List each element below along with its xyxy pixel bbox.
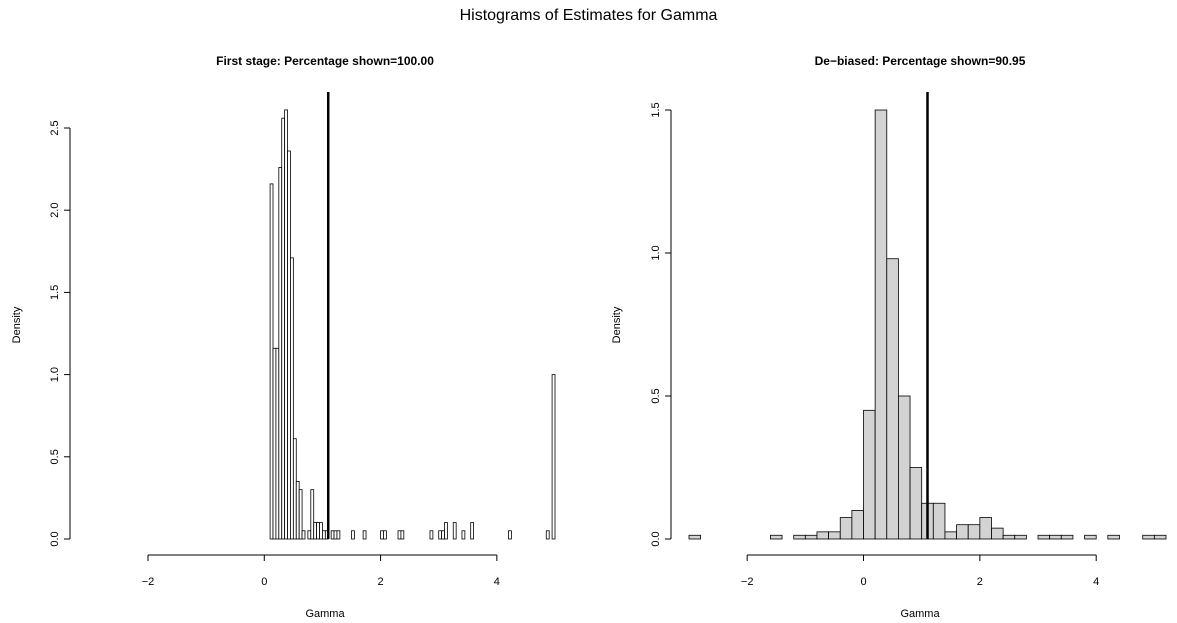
histogram-bar (804, 534, 818, 540)
histogram-bar (316, 522, 320, 540)
histogram-bar (1002, 534, 1016, 540)
histogram-bar (1049, 534, 1062, 540)
y-axis-label: Density (11, 306, 23, 343)
histogram-bar (1107, 534, 1120, 540)
histogram-bar (362, 530, 367, 540)
histogram-bar (397, 530, 402, 540)
histogram-bar (330, 530, 335, 540)
histogram-bar (444, 522, 448, 540)
histogram-bar (322, 530, 326, 540)
histogram-bar (287, 150, 291, 540)
histogram-bar (295, 481, 300, 540)
histogram-bar (1037, 534, 1051, 540)
histogram-bar (278, 167, 283, 540)
histogram-bar (863, 409, 876, 540)
histogram-bar (688, 534, 702, 540)
histogram-bar (313, 522, 318, 540)
histogram-bar (545, 530, 550, 540)
x-tick-label: 4 (1093, 576, 1099, 588)
histogram-bar (383, 530, 387, 540)
histogram-bar (508, 530, 512, 540)
x-axis-label: Gamma (305, 608, 345, 620)
y-tick-label: 0.0 (650, 531, 662, 546)
x-tick-label: 0 (860, 576, 866, 588)
histogram-bar (886, 258, 899, 540)
histogram-bar (909, 467, 923, 540)
y-tick-label: 2.5 (49, 120, 61, 135)
histogram-de-biased: De−biased: Percentage shown=90.95 Gamma … (611, 54, 1167, 620)
y-tick-label: 0.0 (49, 531, 61, 546)
histogram-bar (400, 530, 405, 540)
histogram-bar (816, 531, 830, 540)
histogram-bar (956, 524, 969, 540)
histogram-bar (828, 531, 841, 540)
histogram-bar (1060, 534, 1074, 540)
histogram-bar (429, 530, 434, 540)
histogram-bar (272, 347, 277, 540)
histogram-bar (298, 489, 303, 540)
y-tick-label: 1.5 (650, 102, 662, 117)
x-tick-label: 2 (378, 576, 384, 588)
panel-title: First stage: Percentage shown=100.00 (216, 54, 434, 68)
histogram-bar (932, 502, 946, 540)
histogram-bar (1014, 534, 1027, 540)
histogram-bar (307, 530, 312, 540)
y-tick-label: 0.5 (49, 449, 61, 464)
histogram-bar (301, 530, 306, 540)
histogram-bar (1153, 534, 1167, 540)
x-tick-label: 0 (261, 576, 267, 588)
histogram-first-stage: First stage: Percentage shown=100.00 Gam… (11, 54, 556, 620)
histogram-bar (292, 438, 297, 540)
histogram-bar (1084, 534, 1097, 540)
histogram-bar (470, 522, 475, 540)
histogram-bar (874, 109, 888, 540)
histogram-bar (991, 527, 1004, 540)
histogram-bar (275, 347, 280, 540)
y-axis-label: Density (611, 306, 623, 343)
histogram-bar (441, 530, 445, 540)
x-tick-label: 4 (494, 576, 500, 588)
x-tick-label: 2 (977, 576, 983, 588)
histogram-bar (333, 530, 338, 540)
histogram-bar (351, 530, 355, 540)
figure-title: Histograms of Estimates for Gamma (459, 7, 718, 24)
histogram-bar (310, 489, 315, 540)
histogram-bar (281, 117, 286, 540)
histogram-bar (461, 530, 466, 540)
histogram-bar (851, 509, 864, 540)
histogram-bar (967, 524, 981, 540)
y-tick-label: 0.5 (650, 388, 662, 403)
y-tick-label: 1.0 (49, 367, 61, 382)
histogram-bar (979, 517, 992, 540)
x-tick-label: −2 (741, 576, 754, 588)
x-axis-label: Gamma (900, 608, 940, 620)
histogram-bar (839, 517, 853, 540)
histogram-bar (452, 522, 457, 540)
histogram-bar (269, 183, 274, 540)
y-tick-label: 1.0 (650, 245, 662, 260)
histogram-bar (336, 530, 341, 540)
x-tick-label: −2 (142, 576, 155, 588)
histogram-bar (380, 530, 384, 540)
y-tick-label: 2.0 (49, 203, 61, 218)
histogram-bar (770, 534, 783, 540)
histogram-bar (551, 374, 556, 540)
histogram-bar (793, 534, 806, 540)
histogram-bar (290, 257, 294, 540)
panel-title: De−biased: Percentage shown=90.95 (815, 54, 1026, 68)
histogram-bar (898, 395, 911, 540)
histogram-bar (319, 522, 323, 540)
histogram-bar (284, 109, 288, 540)
y-tick-label: 1.5 (49, 285, 61, 300)
histogram-bar (438, 530, 443, 540)
histogram-bar (944, 531, 957, 540)
histogram-bar (1142, 534, 1155, 540)
